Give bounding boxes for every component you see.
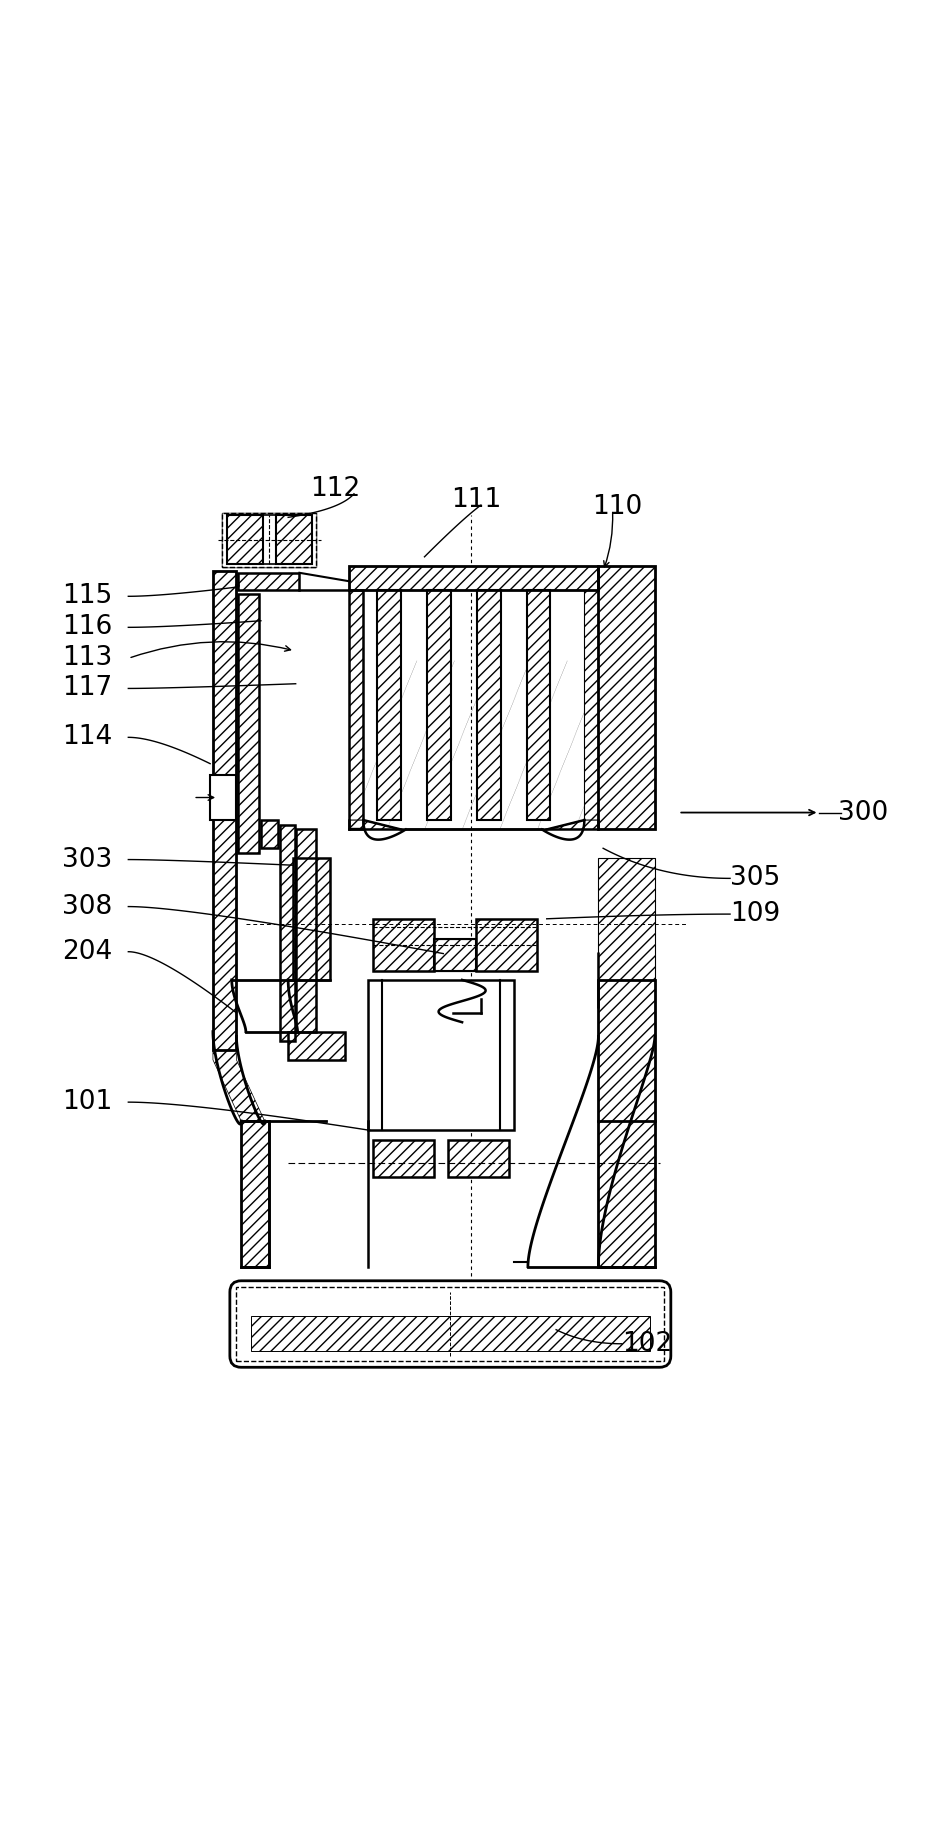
Bar bbox=[372, 1140, 434, 1177]
Bar bbox=[377, 589, 401, 820]
Bar bbox=[599, 567, 654, 829]
Bar bbox=[599, 857, 654, 981]
Bar bbox=[239, 595, 259, 853]
Bar bbox=[227, 515, 262, 565]
Polygon shape bbox=[547, 820, 599, 829]
Bar bbox=[448, 1140, 509, 1177]
Bar bbox=[599, 981, 654, 1267]
Bar bbox=[241, 1121, 270, 1267]
Bar bbox=[262, 515, 276, 565]
Bar bbox=[599, 567, 654, 829]
Bar bbox=[239, 595, 259, 853]
Bar bbox=[368, 981, 514, 1130]
Bar bbox=[261, 820, 278, 848]
Bar bbox=[427, 589, 451, 820]
Bar bbox=[372, 918, 434, 970]
Bar bbox=[289, 1032, 344, 1060]
Text: 114: 114 bbox=[62, 724, 112, 750]
Text: 101: 101 bbox=[62, 1090, 112, 1116]
Bar bbox=[434, 940, 476, 970]
Bar bbox=[349, 567, 599, 589]
Text: 300: 300 bbox=[838, 800, 888, 826]
Text: 112: 112 bbox=[310, 477, 360, 502]
Text: 303: 303 bbox=[62, 846, 112, 872]
Text: 305: 305 bbox=[730, 866, 780, 892]
Bar bbox=[477, 589, 501, 820]
Text: 110: 110 bbox=[592, 493, 642, 521]
Text: 113: 113 bbox=[62, 645, 112, 670]
Polygon shape bbox=[213, 1032, 265, 1121]
Bar bbox=[280, 826, 295, 1042]
Text: 308: 308 bbox=[62, 894, 112, 920]
Text: 102: 102 bbox=[622, 1332, 672, 1358]
Bar bbox=[349, 567, 599, 589]
Text: 109: 109 bbox=[730, 901, 780, 927]
Bar bbox=[372, 1140, 434, 1177]
Bar bbox=[476, 918, 538, 970]
Bar bbox=[296, 829, 316, 1032]
Bar bbox=[213, 571, 237, 1051]
Text: 111: 111 bbox=[451, 488, 502, 513]
Bar bbox=[223, 513, 316, 567]
Bar bbox=[349, 589, 363, 829]
Bar bbox=[289, 1032, 344, 1060]
Bar bbox=[241, 1121, 270, 1267]
Bar bbox=[213, 571, 237, 1051]
Bar bbox=[293, 857, 330, 981]
Bar bbox=[239, 573, 300, 589]
Bar bbox=[251, 1317, 650, 1352]
Bar bbox=[349, 589, 363, 829]
Bar bbox=[223, 513, 316, 567]
Bar bbox=[476, 918, 538, 970]
FancyBboxPatch shape bbox=[230, 1280, 670, 1367]
Text: 116: 116 bbox=[62, 615, 112, 641]
Bar bbox=[293, 857, 330, 981]
Bar bbox=[585, 589, 599, 826]
Text: 117: 117 bbox=[62, 676, 112, 702]
Bar bbox=[434, 940, 476, 970]
Bar bbox=[276, 515, 312, 565]
Bar bbox=[227, 515, 262, 565]
Text: 204: 204 bbox=[62, 938, 112, 964]
Polygon shape bbox=[349, 820, 401, 829]
Bar bbox=[372, 918, 434, 970]
Bar bbox=[276, 515, 312, 565]
Bar bbox=[377, 589, 401, 820]
Bar bbox=[527, 589, 551, 820]
Bar bbox=[477, 589, 501, 820]
Bar bbox=[237, 1287, 664, 1361]
Bar bbox=[239, 573, 300, 589]
Bar bbox=[210, 776, 237, 820]
Bar bbox=[280, 826, 295, 1042]
Bar bbox=[296, 829, 316, 1032]
Bar bbox=[261, 820, 278, 848]
Bar bbox=[599, 981, 654, 1267]
Text: 115: 115 bbox=[62, 584, 112, 610]
Bar bbox=[427, 589, 451, 820]
Bar bbox=[448, 1140, 509, 1177]
Bar bbox=[527, 589, 551, 820]
